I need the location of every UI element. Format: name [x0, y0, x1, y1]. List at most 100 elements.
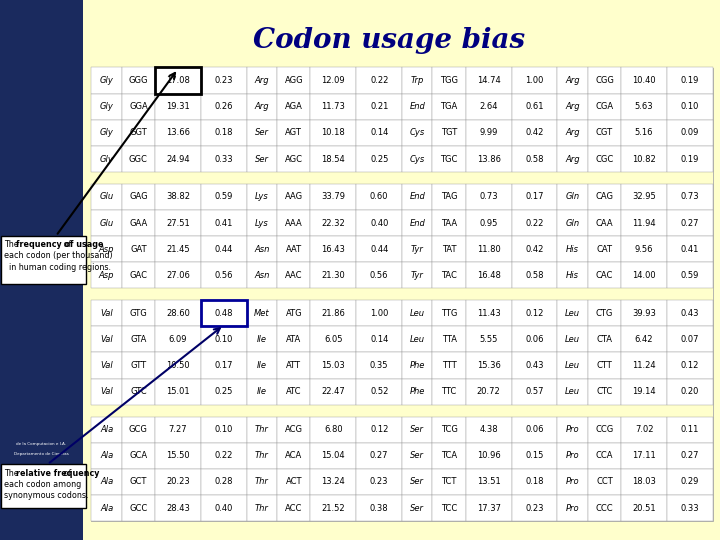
Text: Thr: Thr [255, 503, 269, 512]
Text: de la Computacion e I.A.: de la Computacion e I.A. [16, 442, 66, 446]
Text: 5.63: 5.63 [635, 102, 653, 111]
Bar [247, 353, 277, 379]
Text: 9.56: 9.56 [635, 245, 653, 254]
Bar [621, 469, 667, 495]
Text: 19.14: 19.14 [632, 387, 656, 396]
Text: TTA: TTA [441, 335, 456, 344]
Bar [201, 68, 247, 93]
Text: CAC: CAC [595, 271, 613, 280]
Bar [122, 443, 155, 469]
Text: Thr: Thr [255, 477, 269, 487]
Text: 15.04: 15.04 [322, 451, 345, 460]
Bar [201, 93, 247, 120]
Bar [621, 379, 667, 405]
Bar [247, 93, 277, 120]
Text: 6.05: 6.05 [324, 335, 343, 344]
Bar [588, 236, 621, 262]
Bar [356, 120, 402, 146]
Text: AGC: AGC [285, 154, 303, 164]
Bar [667, 120, 713, 146]
Text: 17.37: 17.37 [477, 503, 500, 512]
Text: Asn: Asn [254, 271, 269, 280]
Text: 22.32: 22.32 [322, 219, 346, 227]
Bar [433, 146, 466, 172]
Text: AAC: AAC [285, 271, 302, 280]
Text: Pro: Pro [566, 451, 580, 460]
Text: 0.40: 0.40 [215, 503, 233, 512]
Bar [277, 210, 310, 236]
Bar [588, 120, 621, 146]
Text: Leu: Leu [565, 361, 580, 370]
Text: 0.10: 0.10 [215, 335, 233, 344]
Text: CGC: CGC [595, 154, 613, 164]
Text: 0.26: 0.26 [215, 102, 233, 111]
Text: CGT: CGT [596, 129, 613, 137]
Text: 32.95: 32.95 [632, 192, 656, 201]
Text: TTC: TTC [441, 387, 456, 396]
Bar [310, 120, 356, 146]
Text: 0.58: 0.58 [526, 271, 544, 280]
Text: GGC: GGC [129, 154, 148, 164]
Bar [512, 469, 557, 495]
Bar [557, 184, 588, 210]
Bar [155, 68, 201, 93]
Text: CCC: CCC [595, 503, 613, 512]
Bar [402, 68, 433, 93]
Text: CCG: CCG [595, 425, 613, 434]
Bar [512, 300, 557, 326]
Bar [588, 379, 621, 405]
Bar [247, 495, 277, 521]
Text: 27.06: 27.06 [166, 271, 190, 280]
Text: 13.66: 13.66 [166, 129, 190, 137]
Text: 17.11: 17.11 [632, 451, 656, 460]
Text: 11.24: 11.24 [632, 361, 656, 370]
Bar [667, 236, 713, 262]
Text: 11.43: 11.43 [477, 309, 500, 318]
Text: CGA: CGA [595, 102, 613, 111]
Text: 13.24: 13.24 [322, 477, 346, 487]
Text: Arg: Arg [565, 154, 580, 164]
Bar [466, 93, 512, 120]
Text: GTG: GTG [130, 309, 148, 318]
Text: Ser: Ser [410, 477, 424, 487]
Text: DECSAI: DECSAI [25, 474, 57, 482]
Bar [247, 236, 277, 262]
Text: 7.27: 7.27 [168, 425, 187, 434]
Text: 15.01: 15.01 [166, 387, 190, 396]
Text: 15.50: 15.50 [166, 451, 190, 460]
Text: 0.59: 0.59 [680, 271, 699, 280]
Bar [433, 443, 466, 469]
Text: Met: Met [254, 309, 270, 318]
Bar [247, 120, 277, 146]
Bar [402, 146, 433, 172]
Text: 9.99: 9.99 [480, 129, 498, 137]
Text: 11.80: 11.80 [477, 245, 500, 254]
Text: 0.17: 0.17 [215, 361, 233, 370]
Text: Thr: Thr [255, 425, 269, 434]
Bar [512, 93, 557, 120]
Bar [247, 326, 277, 353]
Text: 0.56: 0.56 [215, 271, 233, 280]
Text: of: of [61, 240, 71, 249]
Text: 0.95: 0.95 [480, 219, 498, 227]
Bar [588, 184, 621, 210]
Text: 0.22: 0.22 [370, 76, 388, 85]
Bar [122, 210, 155, 236]
Text: 11.73: 11.73 [321, 102, 346, 111]
Bar [201, 469, 247, 495]
Text: Arg: Arg [565, 129, 580, 137]
Bar [356, 495, 402, 521]
Bar [402, 379, 433, 405]
Bar [310, 469, 356, 495]
Bar [91, 172, 713, 184]
Text: ACC: ACC [285, 503, 302, 512]
Text: GTA: GTA [130, 335, 147, 344]
Text: 0.60: 0.60 [370, 192, 389, 201]
Bar [466, 353, 512, 379]
Bar [201, 262, 247, 288]
Text: 0.18: 0.18 [526, 477, 544, 487]
Bar [466, 262, 512, 288]
Bar [433, 416, 466, 443]
Text: 39.93: 39.93 [632, 309, 656, 318]
Bar [155, 416, 201, 443]
